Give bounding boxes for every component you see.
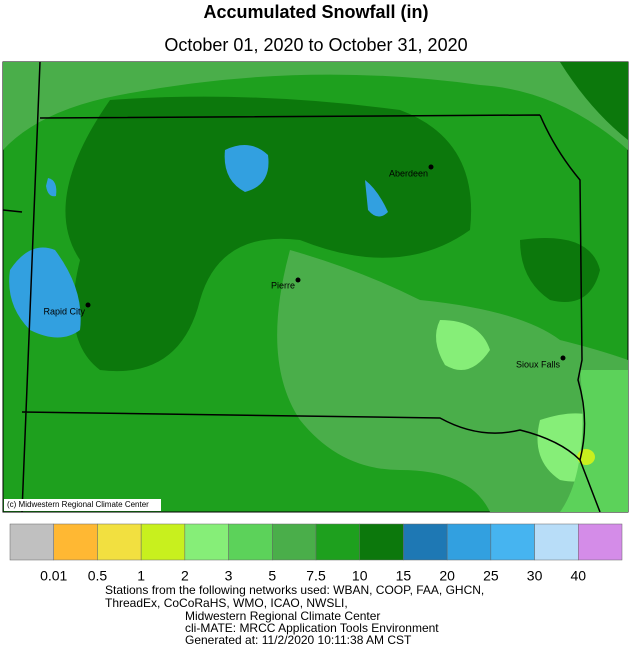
legend-swatch xyxy=(53,523,98,561)
legend-swatch xyxy=(228,523,273,561)
region xyxy=(224,145,269,192)
city-label: Rapid City xyxy=(43,306,85,316)
legend-label: 7.5 xyxy=(306,568,326,584)
footer: Stations from the following networks use… xyxy=(105,583,484,647)
legend-label: 30 xyxy=(527,568,543,584)
city-label: Aberdeen xyxy=(389,168,428,178)
cities: Aberdeen Pierre Rapid City Sioux Falls xyxy=(43,164,566,369)
region xyxy=(560,370,628,512)
footer-line: cli-MATE: MRCC Application Tools Environ… xyxy=(185,621,439,635)
region xyxy=(577,449,595,465)
legend-label: 15 xyxy=(396,568,412,584)
region xyxy=(65,96,472,372)
legend-label: 0.01 xyxy=(40,568,67,584)
subtitle: October 01, 2020 to October 31, 2020 xyxy=(164,35,467,55)
legend-swatch xyxy=(490,523,535,561)
title: Accumulated Snowfall (in) xyxy=(203,2,428,22)
region xyxy=(365,180,388,217)
legend-label: 2 xyxy=(181,568,189,584)
footer-line: Stations from the following networks use… xyxy=(105,583,484,597)
footer-line: ThreadEx, CoCoRaHS, WMO, ICAO, NWSLI, xyxy=(105,596,348,610)
legend-swatch xyxy=(140,523,186,561)
legend-swatch xyxy=(272,523,317,561)
legend-swatch xyxy=(578,523,623,561)
legend-swatch xyxy=(9,523,54,561)
region xyxy=(46,178,57,197)
city-dot xyxy=(85,302,91,308)
legend-swatch xyxy=(359,523,404,561)
legend-swatch xyxy=(403,523,448,561)
state-border xyxy=(2,61,601,513)
region xyxy=(520,238,600,302)
city-dot xyxy=(295,277,301,283)
legend-label: 40 xyxy=(570,568,586,584)
legend-label: 0.5 xyxy=(88,568,108,584)
region xyxy=(3,62,628,150)
city-label: Pierre xyxy=(271,280,295,290)
legend-label: 20 xyxy=(439,568,455,584)
legend-swatch xyxy=(97,523,142,561)
legend-label: 25 xyxy=(483,568,499,584)
city-label: Sioux Falls xyxy=(516,359,561,369)
region xyxy=(9,247,81,338)
footer-line: Generated at: 11/2/2020 10:11:38 AM CST xyxy=(185,633,412,645)
credit: (c) Midwestern Regional Climate Center xyxy=(7,500,149,509)
city-dot xyxy=(428,164,434,170)
legend-swatch xyxy=(534,523,579,561)
credit-box xyxy=(4,499,161,511)
legend: 0.01 0.5 1 2 3 5 7.5 10 15 20 25 30 40 xyxy=(9,523,623,584)
legend-swatch xyxy=(315,523,360,561)
city-dot xyxy=(560,355,566,361)
legend-label: 5 xyxy=(268,568,276,584)
legend-swatch xyxy=(184,523,229,561)
legend-label: 1 xyxy=(137,568,145,584)
legend-label: 10 xyxy=(352,568,368,584)
legend-swatch xyxy=(446,523,492,561)
region xyxy=(436,320,490,370)
map: Aberdeen Pierre Rapid City Sioux Falls (c) … xyxy=(2,61,629,513)
region xyxy=(560,62,628,140)
legend-label: 3 xyxy=(225,568,233,584)
footer-line: Midwestern Regional Climate Center xyxy=(185,609,380,623)
